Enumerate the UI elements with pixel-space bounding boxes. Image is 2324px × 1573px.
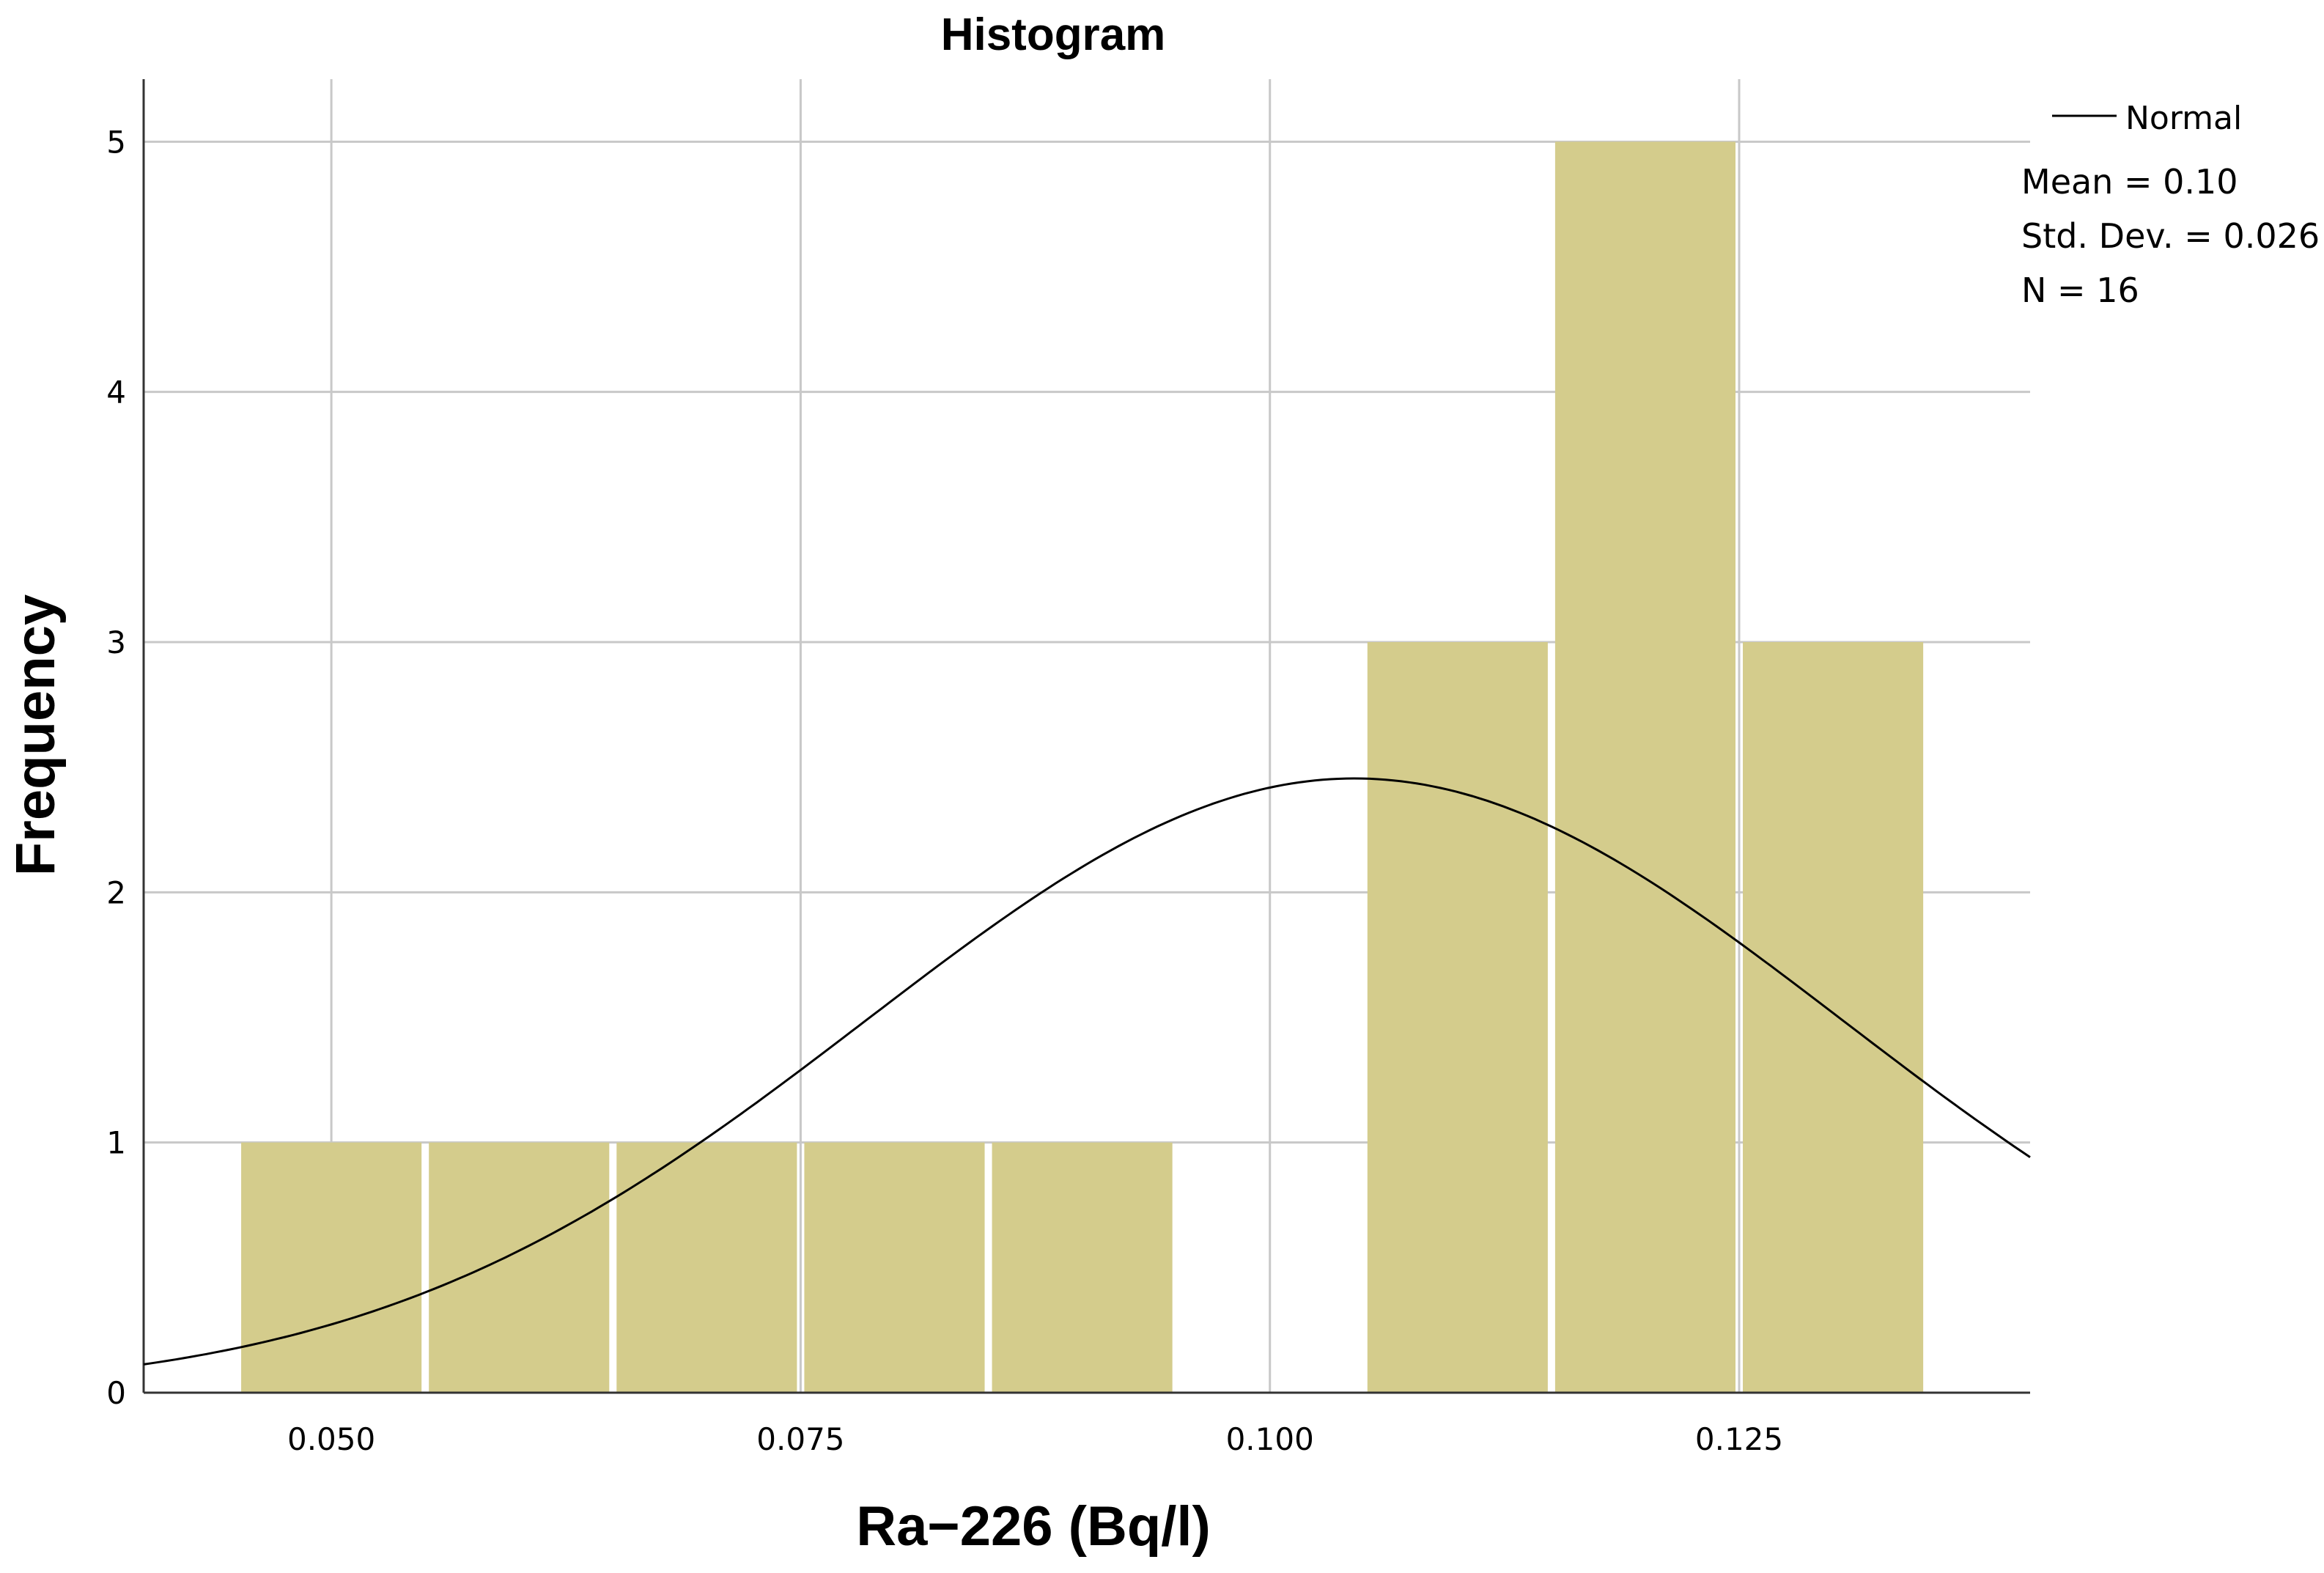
stat-n: N = 16 — [2021, 270, 2139, 310]
x-tick-label: 0.125 — [1695, 1421, 1783, 1457]
stat-std-dev: Std. Dev. = 0.026 — [2021, 216, 2320, 256]
normal-curve — [143, 777, 2031, 1366]
y-tick-label: 1 — [106, 1125, 126, 1161]
stat-mean: Mean = 0.10 — [2021, 162, 2238, 202]
x-axis-label: Ra−226 (Bq/l) — [856, 1495, 1211, 1558]
histogram-bar — [241, 1142, 422, 1393]
x-tick-label: 0.100 — [1226, 1421, 1314, 1457]
axes — [142, 79, 2030, 1394]
y-tick-label: 5 — [106, 124, 126, 160]
histogram-bar — [1743, 642, 1924, 1393]
y-tick-label: 4 — [106, 375, 126, 410]
legend-entry-normal: Normal — [2125, 100, 2242, 137]
histogram-bar — [616, 1142, 797, 1393]
y-tick-label: 0 — [106, 1375, 126, 1411]
x-tick-label: 0.050 — [287, 1421, 375, 1457]
histogram-bar — [992, 1142, 1173, 1393]
histogram-bar — [429, 1142, 610, 1393]
histogram-bars — [241, 141, 1924, 1393]
stats-box: Mean = 0.10 Std. Dev. = 0.026 N = 16 — [2021, 162, 2320, 310]
histogram-bar — [804, 1142, 985, 1393]
y-axis-label: Frequency — [4, 594, 67, 876]
normal-curve-layer — [143, 777, 2031, 1366]
legend: Normal — [2052, 100, 2242, 137]
y-tick-label: 2 — [106, 874, 126, 910]
histogram-bar — [1554, 141, 1736, 1393]
tick-labels: 0.050 0.075 0.100 0.125 0 1 2 3 4 5 — [106, 124, 1783, 1457]
chart-title: Histogram — [941, 10, 1166, 60]
x-tick-label: 0.075 — [756, 1421, 844, 1457]
y-tick-label: 3 — [106, 625, 126, 660]
histogram-bar — [1367, 642, 1548, 1393]
